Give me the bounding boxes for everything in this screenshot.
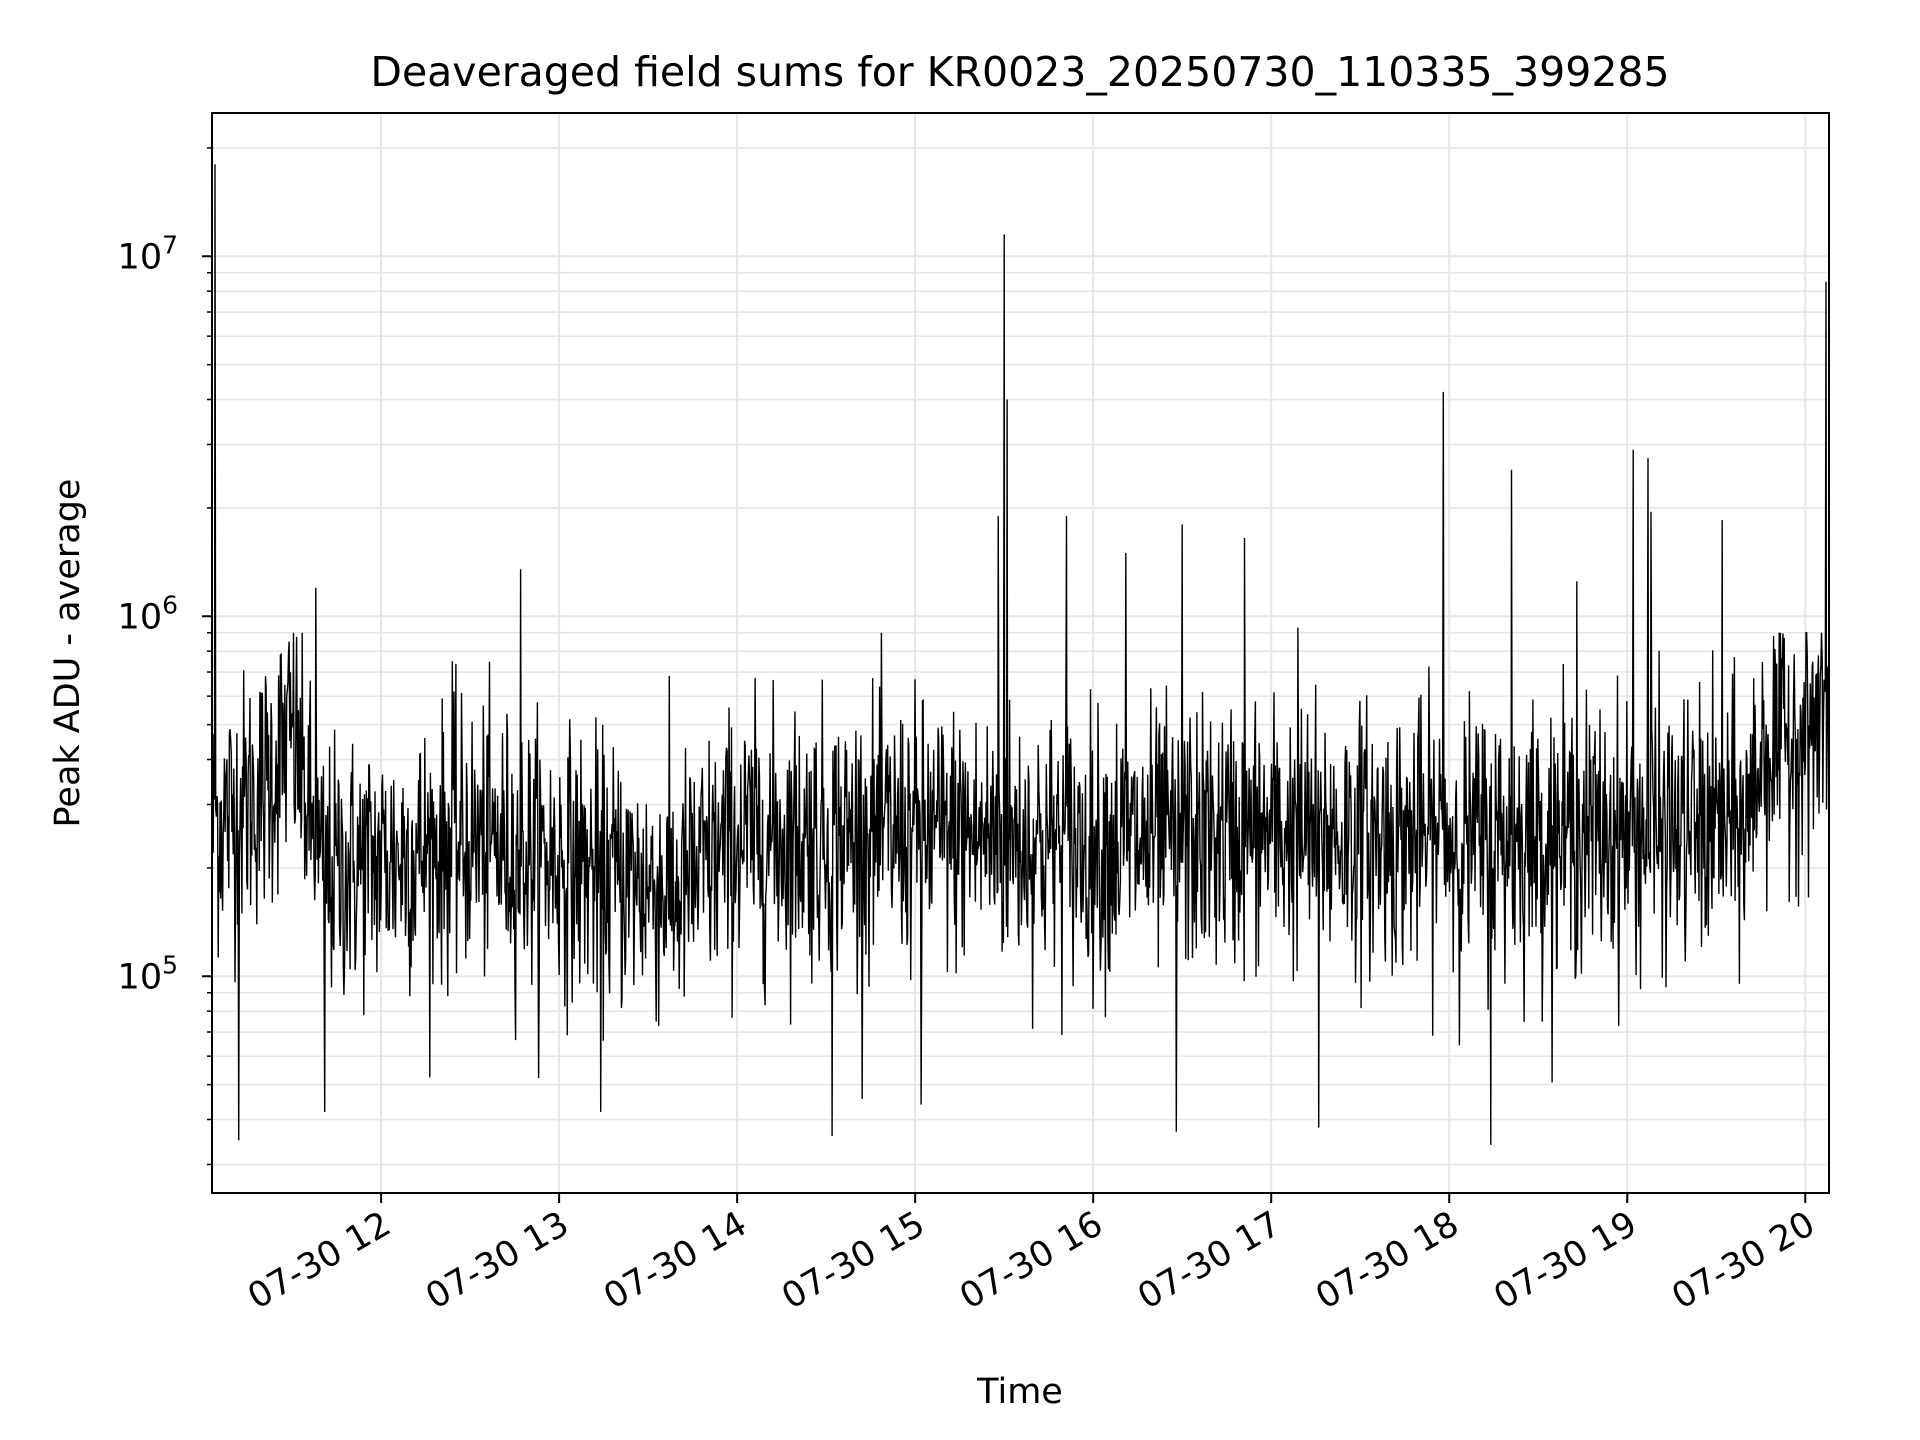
series-lines (212, 164, 1829, 1145)
series-line (212, 164, 1829, 1145)
plot-frame (211, 112, 1830, 1194)
y-tick-label: 106 (118, 590, 178, 637)
y-tick-label: 105 (118, 950, 178, 997)
x-axis-label: Time (976, 1372, 1063, 1412)
y-tick-label: 107 (118, 230, 178, 277)
y-axis-label: Peak ADU - average (48, 479, 88, 828)
chart-title: Deaveraged field sums for KR0023_2025073… (370, 48, 1669, 96)
